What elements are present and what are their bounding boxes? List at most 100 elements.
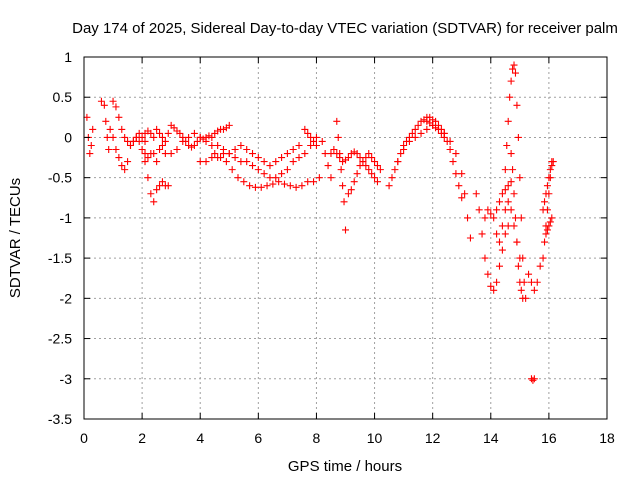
data-point [339,158,347,166]
data-point [452,150,460,158]
data-point [243,158,251,166]
data-point [405,137,413,145]
data-point [225,150,233,158]
y-tick-label: -3 [60,371,73,387]
data-point [510,222,518,230]
data-point [115,113,123,121]
data-point [507,206,515,214]
data-point [368,154,376,162]
data-point [153,186,161,194]
data-point [493,278,501,286]
data-point [135,137,143,145]
data-point [548,162,556,170]
x-tick-label: 14 [483,430,499,446]
data-point [188,143,196,151]
data-point [283,166,291,174]
data-point [260,158,268,166]
data-point [373,178,381,186]
data-point [121,133,129,141]
x-tick-label: 2 [138,430,146,446]
data-point [344,154,352,162]
data-point [487,282,495,290]
data-point [214,127,222,135]
data-point [490,214,498,222]
data-point [307,133,315,141]
data-point [337,166,345,174]
data-point [359,158,367,166]
data-point [365,166,373,174]
data-point [353,150,361,158]
data-point [539,254,547,262]
data-point [144,174,152,182]
data-point [481,254,489,262]
data-point [501,186,509,194]
data-point [397,150,405,158]
data-point [478,230,486,238]
data-point [391,166,399,174]
data-point [539,206,547,214]
y-tick-label: 1 [64,49,72,65]
data-point [246,182,254,190]
data-point [321,150,329,158]
data-point [190,129,198,137]
x-tick-label: 16 [541,430,557,446]
data-point [464,214,472,222]
data-point [423,125,431,133]
x-tick-label: 6 [254,430,262,446]
data-point [263,182,271,190]
data-point [373,162,381,170]
data-points [83,61,557,384]
data-point [365,150,373,158]
data-point [126,141,134,149]
data-point [164,129,172,137]
data-point [249,162,257,170]
data-point [498,246,506,254]
data-point [295,154,303,162]
data-point [196,133,204,141]
data-point [501,166,509,174]
data-point [118,162,126,170]
data-point [249,150,257,158]
data-point [333,117,341,125]
y-tick-label: -1 [60,210,73,226]
data-point [525,270,533,278]
data-point [517,286,525,294]
data-point [298,182,306,190]
data-point [225,121,233,129]
data-point [272,174,280,182]
data-point [498,190,506,198]
y-tick-label: -2.5 [48,331,72,347]
data-point [411,133,419,141]
data-point [132,133,140,141]
data-point [280,180,288,188]
data-point [510,61,518,69]
data-point [356,162,364,170]
data-point [437,129,445,137]
gridlines [84,57,607,419]
data-point [342,226,349,234]
data-point [324,162,332,170]
data-point [211,150,219,158]
data-point [545,222,553,230]
data-point [432,117,440,125]
data-point [516,174,524,182]
data-point [504,117,512,125]
data-point [141,158,149,166]
data-point [260,170,268,178]
data-point [161,137,169,145]
data-point [240,178,248,186]
data-point [158,141,166,149]
data-point [237,141,245,149]
data-point [344,190,352,198]
data-point [353,170,361,178]
data-point [336,150,344,158]
data-point [541,238,549,246]
data-point [484,206,492,214]
chart-title: Day 174 of 2025, Sidereal Day-to-day VTE… [72,20,618,37]
data-point [254,154,262,162]
data-point [156,146,164,154]
data-point [190,141,198,149]
data-point [150,150,158,158]
data-point [222,158,230,166]
